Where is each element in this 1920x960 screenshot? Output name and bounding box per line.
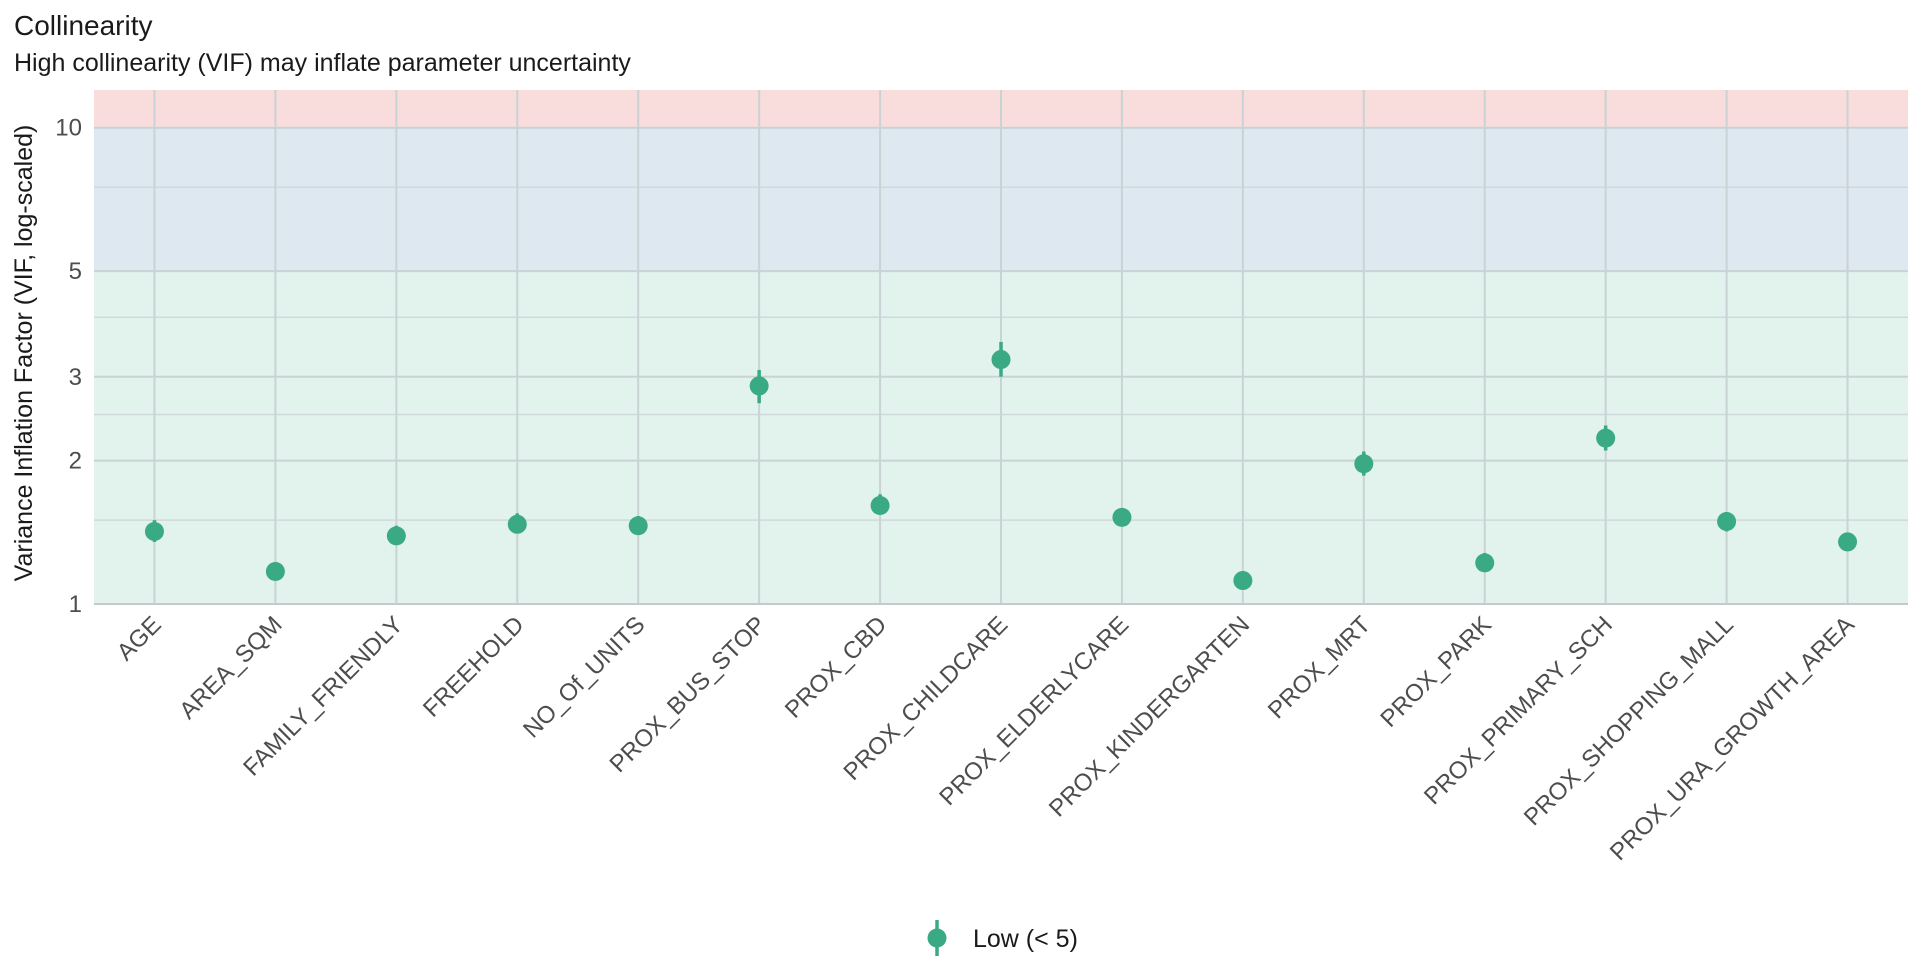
y-tick-label: 2 [69, 448, 82, 475]
vif-marker [144, 521, 164, 541]
y-tick-label: 3 [69, 364, 82, 391]
y-tick-label: 10 [55, 115, 82, 142]
vif-marker [386, 526, 406, 546]
vif-marker [1112, 507, 1132, 527]
vif-marker [749, 376, 769, 396]
vif-point-prox-park[interactable] [1475, 552, 1495, 573]
y-tick-label: 1 [69, 591, 82, 618]
vif-point-prox-bus-stop[interactable] [749, 369, 769, 404]
vif-point-prox-primary-sch[interactable] [1596, 425, 1616, 451]
vif-point-area-sqm[interactable] [265, 562, 285, 582]
legend-key-marker [927, 928, 947, 948]
vif-marker [991, 350, 1011, 370]
vif-marker [1233, 571, 1253, 591]
x-tick-label: AGE [112, 611, 167, 666]
vif-marker [1475, 553, 1495, 573]
vif-marker [507, 514, 527, 534]
legend: Low (< 5) [927, 920, 1078, 956]
vif-point-prox-ura-growth-area[interactable] [1838, 532, 1858, 552]
x-tick-label: PROX_PARK [1375, 611, 1497, 733]
vif-marker [1717, 512, 1737, 532]
vif-point-prox-childcare[interactable] [991, 341, 1011, 377]
vif-marker [265, 562, 285, 582]
x-tick-label: PROX_CBD [780, 611, 892, 723]
vif-point-family-friendly[interactable] [386, 525, 406, 546]
vif-point-prox-mrt[interactable] [1354, 451, 1374, 476]
y-axis-label: Variance Inflation Factor (VIF, log-scal… [10, 125, 38, 582]
x-tick-label: PROX_SHOPPING_MALL [1519, 611, 1739, 831]
x-tick-label: PROX_MRT [1263, 611, 1376, 724]
legend-label: Low (< 5) [973, 925, 1078, 953]
vif-point-freehold[interactable] [507, 513, 527, 534]
chart-title: Collinearity [14, 10, 153, 41]
x-tick-label: FREEHOLD [418, 611, 530, 723]
vif-marker [1354, 454, 1374, 474]
vif-point-prox-elderlycare[interactable] [1112, 507, 1132, 527]
vif-point-prox-cbd[interactable] [870, 494, 890, 515]
x-tick-label: NO_Of_UNITS [518, 611, 650, 743]
vif-marker [1838, 532, 1858, 552]
vif-point-prox-shopping-mall[interactable] [1717, 512, 1737, 532]
vif-marker [870, 495, 890, 515]
chart-subtitle: High collinearity (VIF) may inflate para… [14, 49, 631, 77]
vif-point-prox-kindergarten[interactable] [1233, 571, 1253, 591]
vif-marker [1596, 428, 1616, 448]
x-tick-label: AREA_SQM [174, 611, 287, 724]
x-tick-label: PROX_KINDERGARTEN [1044, 611, 1255, 822]
vif-point-age[interactable] [144, 520, 164, 542]
y-tick-label: 5 [69, 258, 82, 285]
vif-marker [628, 516, 648, 536]
x-tick-label: PROX_URA_GROWTH_AREA [1605, 611, 1860, 866]
vif-point-no-of-units[interactable] [628, 516, 648, 536]
